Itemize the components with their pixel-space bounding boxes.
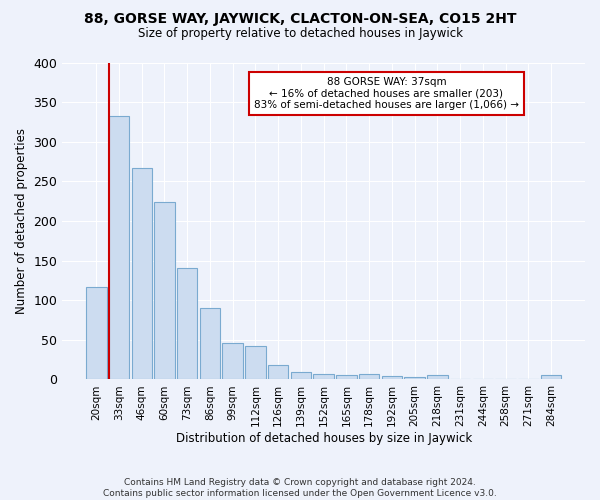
Bar: [177, 268, 197, 380]
Bar: [427, 376, 448, 380]
Y-axis label: Number of detached properties: Number of detached properties: [15, 128, 28, 314]
Bar: [404, 377, 425, 380]
Bar: [223, 343, 243, 380]
Text: 88 GORSE WAY: 37sqm
← 16% of detached houses are smaller (203)
83% of semi-detac: 88 GORSE WAY: 37sqm ← 16% of detached ho…: [254, 77, 519, 110]
Bar: [245, 346, 266, 380]
Text: Contains HM Land Registry data © Crown copyright and database right 2024.
Contai: Contains HM Land Registry data © Crown c…: [103, 478, 497, 498]
Bar: [86, 286, 107, 380]
Bar: [131, 168, 152, 380]
X-axis label: Distribution of detached houses by size in Jaywick: Distribution of detached houses by size …: [176, 432, 472, 445]
Bar: [541, 376, 561, 380]
Bar: [109, 116, 129, 380]
Bar: [268, 365, 289, 380]
Bar: [154, 202, 175, 380]
Bar: [313, 374, 334, 380]
Bar: [382, 376, 402, 380]
Text: 88, GORSE WAY, JAYWICK, CLACTON-ON-SEA, CO15 2HT: 88, GORSE WAY, JAYWICK, CLACTON-ON-SEA, …: [84, 12, 516, 26]
Bar: [200, 308, 220, 380]
Text: Size of property relative to detached houses in Jaywick: Size of property relative to detached ho…: [137, 28, 463, 40]
Bar: [359, 374, 379, 380]
Bar: [336, 376, 356, 380]
Bar: [290, 372, 311, 380]
